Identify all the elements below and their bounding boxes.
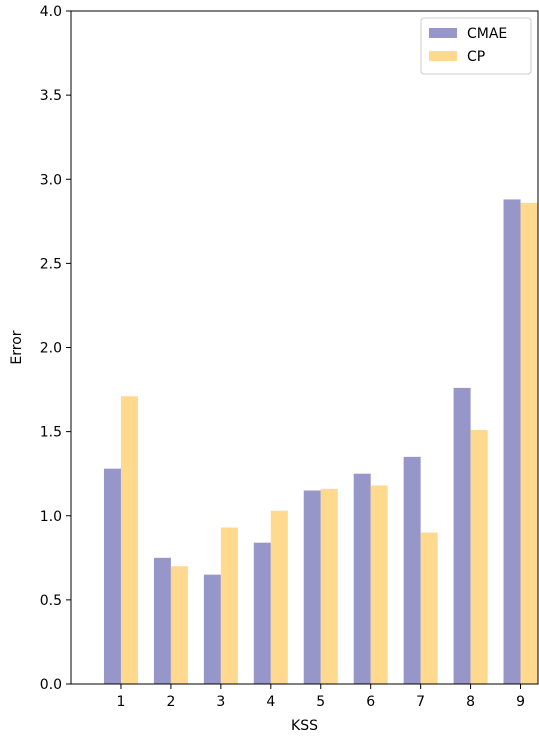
bar-cp-6 (370, 485, 388, 684)
bar-cmae-2 (153, 557, 171, 684)
y-tick-label: 2.5 (40, 256, 62, 272)
y-tick-label: 1.0 (40, 509, 62, 525)
x-axis-title: KSS (291, 718, 318, 734)
bar-cmae-6 (353, 473, 371, 684)
x-tick-label: 6 (366, 694, 375, 710)
x-tick-label: 5 (316, 694, 325, 710)
bar-cp-4 (270, 510, 288, 684)
bar-cp-8 (470, 429, 488, 684)
y-tick-label: 0.5 (40, 593, 62, 609)
bar-cmae-8 (453, 387, 471, 684)
bar-cmae-5 (303, 490, 321, 684)
legend-swatch-cmae (429, 28, 457, 38)
x-tick-label: 9 (516, 694, 525, 710)
bar-cmae-3 (203, 574, 221, 684)
y-axis-ticks: 0.0 0.5 1.0 1.5 2.0 2.5 3.0 3.5 4.0 (40, 4, 71, 693)
x-axis-ticks: 1 2 3 4 5 6 7 8 9 (117, 684, 525, 710)
bar-cmae-7 (403, 456, 421, 684)
legend: CMAE CP (420, 17, 532, 75)
bars-group (103, 199, 538, 684)
bar-cmae-4 (253, 542, 271, 684)
legend-label-cp: CP (467, 49, 485, 65)
x-tick-label: 1 (117, 694, 126, 710)
axes-frame (70, 10, 539, 685)
y-tick-label: 1.5 (40, 425, 62, 441)
bar-cp-5 (320, 488, 338, 684)
bar-cp-3 (220, 527, 238, 684)
y-tick-label: 4.0 (40, 4, 62, 20)
bar-cp-2 (170, 566, 188, 684)
y-tick-label: 2.0 (40, 341, 62, 357)
y-tick-label: 3.0 (40, 172, 62, 188)
bar-cp-7 (420, 532, 438, 684)
bar-cmae-9 (503, 199, 521, 684)
x-tick-label: 3 (216, 694, 225, 710)
bar-cmae-1 (103, 468, 121, 684)
legend-swatch-cp (429, 51, 457, 61)
x-tick-label: 4 (266, 694, 275, 710)
plot-area: 0.0 0.5 1.0 1.5 2.0 2.5 3.0 3.5 4.0 1 2 3 4 5 6 7 8 9 (40, 4, 539, 710)
x-tick-label: 7 (416, 694, 425, 710)
y-tick-label: 0.0 (40, 677, 62, 693)
y-tick-label: 3.5 (40, 88, 62, 104)
y-axis-title: Error (9, 330, 25, 364)
x-tick-label: 8 (466, 694, 475, 710)
bar-cp-1 (120, 396, 138, 684)
legend-label-cmae: CMAE (467, 26, 507, 42)
bar-cp-9 (520, 202, 538, 684)
x-tick-label: 2 (166, 694, 175, 710)
